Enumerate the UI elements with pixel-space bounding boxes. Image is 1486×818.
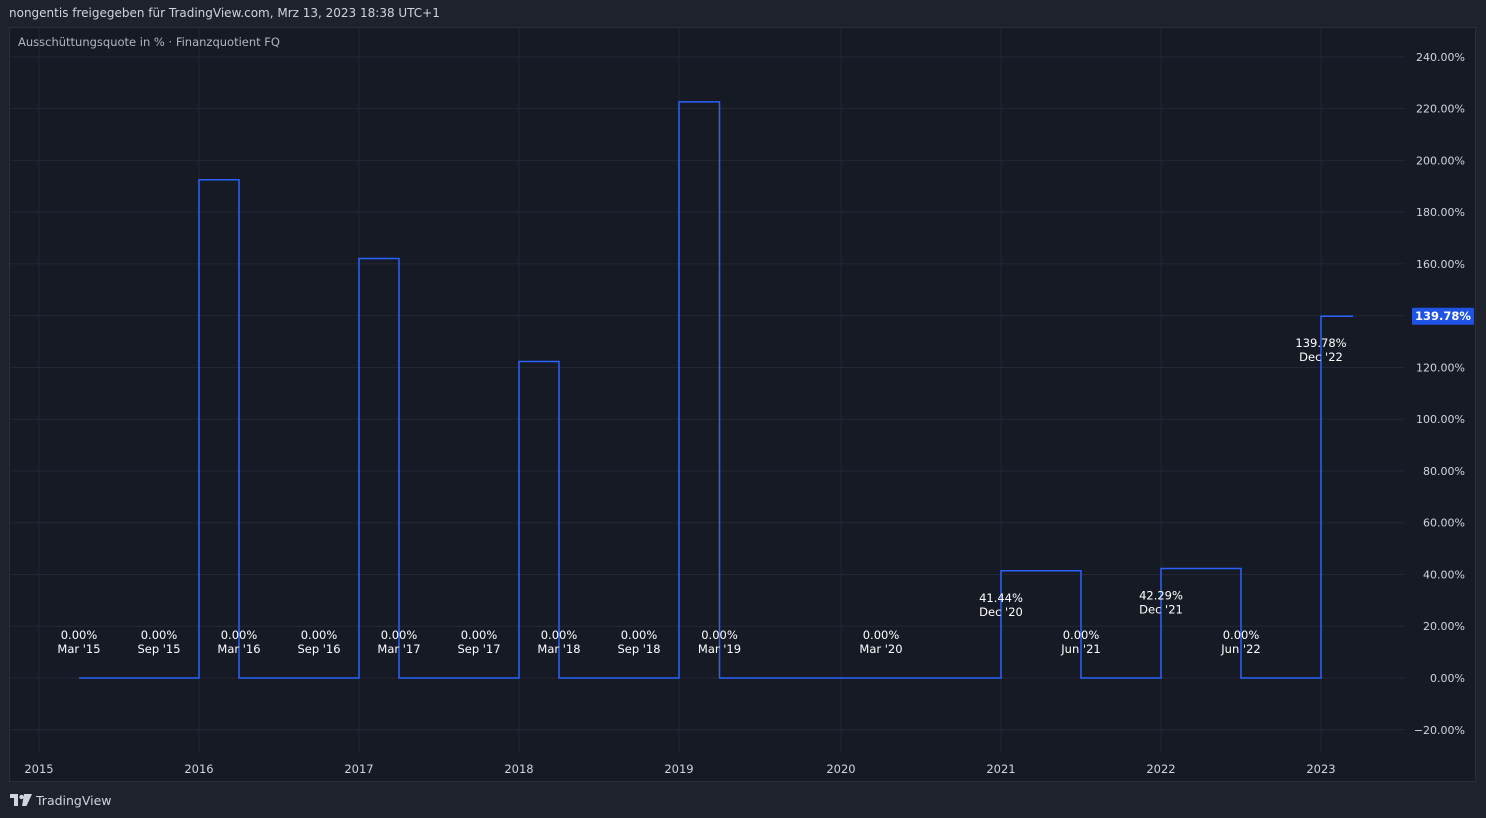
- x-tick-label: 2016: [184, 762, 213, 776]
- x-axis: 2015 2016 2017 2018 2019 2020 2021 2022 2023: [24, 762, 1335, 776]
- last-value-badge-label: 139.78%: [1415, 309, 1471, 323]
- data-label-date: Sep '17: [457, 642, 500, 656]
- data-label-value: 0.00%: [461, 628, 498, 642]
- y-tick-label: 40.00%: [1423, 568, 1465, 581]
- data-label-date: Dec '20: [979, 605, 1023, 619]
- x-tick-label: 2015: [24, 762, 53, 776]
- data-label-value: 0.00%: [541, 628, 578, 642]
- data-label-value: 0.00%: [701, 628, 738, 642]
- data-label-value: 0.00%: [61, 628, 98, 642]
- data-label-value: 0.00%: [301, 628, 338, 642]
- footer: TradingView: [10, 792, 112, 808]
- x-tick-label: 2022: [1146, 762, 1175, 776]
- y-tick-label: 60.00%: [1423, 517, 1465, 530]
- x-tick-label: 2018: [504, 762, 533, 776]
- data-label-value: 0.00%: [141, 628, 178, 642]
- footer-brand: TradingView: [36, 792, 112, 808]
- indicator-legend[interactable]: Ausschüttungsquote in % · Finanzquotient…: [18, 35, 280, 49]
- data-label-value: 41.44%: [979, 591, 1023, 605]
- x-tick-label: 2019: [664, 762, 693, 776]
- x-tick-label: 2023: [1306, 762, 1335, 776]
- data-label-value: 0.00%: [221, 628, 258, 642]
- data-label-date: Mar '15: [57, 642, 100, 656]
- data-label-date: Mar '18: [537, 642, 580, 656]
- data-label-date: Sep '18: [617, 642, 660, 656]
- data-labels: 0.00%Mar '150.00%Sep '150.00%Mar '160.00…: [57, 336, 1346, 656]
- data-label-date: Mar '19: [698, 642, 741, 656]
- y-tick-label: 180.00%: [1416, 206, 1465, 219]
- y-tick-label: −20.00%: [1414, 724, 1465, 737]
- data-label-value: 0.00%: [1063, 628, 1100, 642]
- series-line: [79, 101, 1353, 679]
- data-label-date: Mar '17: [377, 642, 420, 656]
- y-tick-label: 240.00%: [1416, 51, 1465, 64]
- data-label-value: 0.00%: [381, 628, 418, 642]
- data-label-date: Sep '16: [297, 642, 340, 656]
- y-tick-label: 220.00%: [1416, 103, 1465, 116]
- data-label-date: Sep '15: [137, 642, 180, 656]
- x-tick-label: 2017: [344, 762, 373, 776]
- share-caption: nongentis freigegeben für TradingView.co…: [9, 6, 440, 20]
- data-label-date: Jun '22: [1220, 642, 1260, 656]
- data-label-value: 0.00%: [1223, 628, 1260, 642]
- y-axis: 240.00%220.00%200.00%180.00%160.00%140.0…: [1414, 51, 1465, 737]
- x-tick-label: 2020: [826, 762, 855, 776]
- y-tick-label: 160.00%: [1416, 258, 1465, 271]
- data-label-value: 139.78%: [1295, 336, 1346, 350]
- data-label-value: 0.00%: [863, 628, 900, 642]
- y-tick-label: 0.00%: [1430, 672, 1465, 685]
- last-value-badge-bg: [1412, 307, 1474, 325]
- data-label-date: Mar '20: [859, 642, 902, 656]
- data-label-date: Dec '22: [1299, 350, 1343, 364]
- y-tick-label: 100.00%: [1416, 413, 1465, 426]
- last-value-badge: 139.78%: [1412, 307, 1474, 325]
- y-tick-label: 20.00%: [1423, 620, 1465, 633]
- data-label-value: 0.00%: [621, 628, 658, 642]
- y-tick-label: 200.00%: [1416, 154, 1465, 167]
- x-tick-label: 2021: [986, 762, 1015, 776]
- y-tick-label: 80.00%: [1423, 465, 1465, 478]
- chart-panel[interactable]: [9, 27, 1476, 782]
- data-label-value: 42.29%: [1139, 589, 1183, 603]
- data-label-date: Dec '21: [1139, 603, 1183, 617]
- data-label-date: Jun '21: [1060, 642, 1100, 656]
- tradingview-logo-icon: [10, 794, 32, 806]
- y-tick-label: 120.00%: [1416, 361, 1465, 374]
- data-label-date: Mar '16: [217, 642, 260, 656]
